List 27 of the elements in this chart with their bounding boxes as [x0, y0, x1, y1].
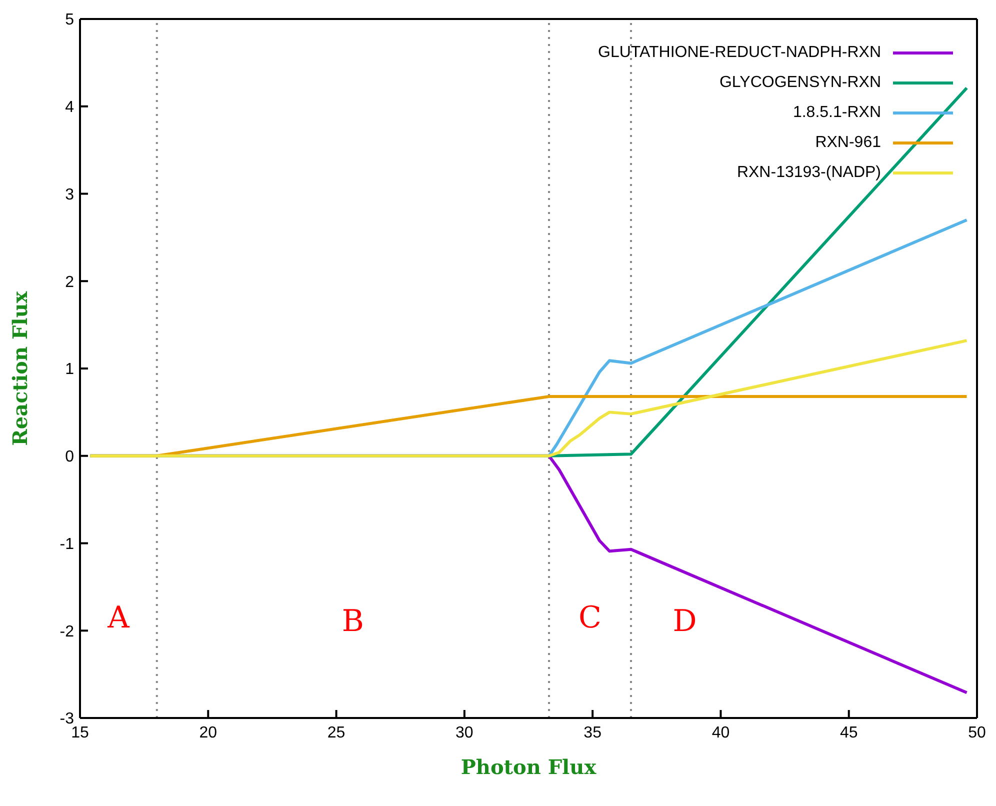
x-tick-label: 40 [712, 724, 730, 742]
x-tick-label: 25 [327, 724, 346, 742]
y-tick-label: 3 [65, 186, 74, 204]
x-tick-label: 35 [584, 724, 602, 742]
y-tick-label: -2 [60, 623, 74, 640]
x-tick-label: 20 [199, 724, 218, 742]
x-tick-label: 30 [456, 724, 474, 742]
y-tick-label: 1 [65, 361, 74, 378]
legend-label: GLUTATHIONE-REDUCT-NADPH-RXN [598, 44, 881, 62]
y-tick-label: 0 [65, 448, 74, 466]
y-tick-label: 5 [65, 12, 74, 29]
y-axis-title: Reaction Flux [8, 290, 32, 446]
annotation: B [342, 604, 364, 639]
legend-label: RXN-13193-(NADP) [736, 164, 881, 182]
y-tick-label: 2 [65, 274, 74, 291]
annotation: D [672, 604, 697, 639]
x-tick-label: 50 [968, 724, 986, 742]
y-tick-label: 4 [65, 99, 74, 116]
x-tick-label: 45 [840, 724, 858, 742]
legend-label: GLYCOGENSYN-RXN [719, 74, 881, 92]
y-tick-label: -1 [60, 536, 74, 553]
annotation: A [106, 600, 130, 636]
x-axis-title: Photon Flux [460, 755, 598, 779]
legend-label: RXN-961 [815, 134, 881, 152]
legend-label: 1.8.5.1-RXN [792, 104, 881, 122]
line-series [88, 339, 968, 458]
annotation: C [578, 600, 602, 636]
